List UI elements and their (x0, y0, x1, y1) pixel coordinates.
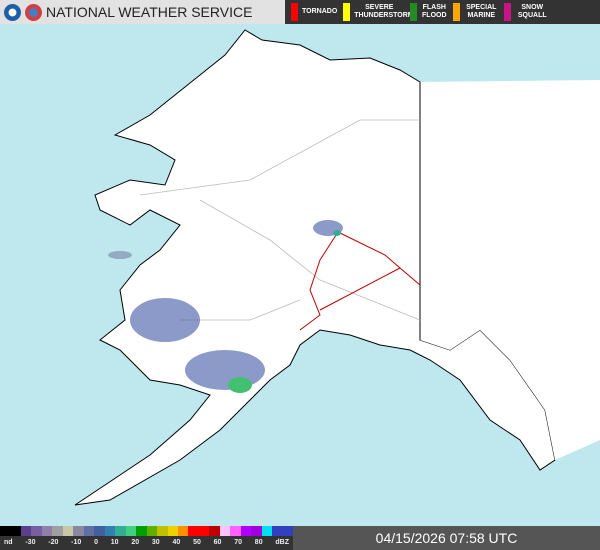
dbz-swatch (104, 526, 116, 536)
dbz-label: nd (4, 539, 13, 546)
warning-legend: TORNADO SEVERE THUNDERSTORM FLASH FLOOD … (285, 0, 600, 24)
dbz-label: 30 (151, 539, 160, 546)
dbz-label: dBZ (275, 539, 289, 546)
dbz-label: -10 (71, 539, 82, 546)
dbz-labels: nd -30 -20 -10 0 10 20 30 40 50 60 70 80 dBZ (0, 536, 293, 546)
dbz-swatch (157, 526, 168, 536)
region-boundaries (139, 119, 421, 321)
noaa-logo-icon (4, 3, 21, 21)
dbz-swatch (0, 526, 11, 536)
dbz-swatch (136, 526, 147, 536)
header-title: NATIONAL WEATHER SERVICE (46, 4, 253, 20)
warning-tornado: TORNADO (291, 3, 337, 21)
dbz-swatch (251, 526, 262, 536)
warning-severe-thunderstorm: SEVERE THUNDERSTORM (343, 3, 414, 21)
dbz-label: 70 (234, 539, 243, 546)
canada-landmass (420, 80, 600, 460)
dbz-swatch (41, 526, 53, 536)
dbz-swatch (219, 526, 231, 536)
dbz-swatch (73, 526, 84, 536)
dbz-label: 20 (131, 539, 140, 546)
dbz-label: 80 (254, 539, 263, 546)
dbz-swatch (83, 526, 95, 536)
dbz-swatch (10, 526, 21, 536)
dbz-label: 50 (193, 539, 201, 546)
nws-header: NATIONAL WEATHER SERVICE (0, 0, 285, 24)
dbz-color-strip (0, 526, 294, 536)
dbz-swatch (261, 526, 273, 536)
dbz-swatch (94, 526, 105, 536)
dbz-swatch (146, 526, 158, 536)
dbz-label: -30 (25, 539, 36, 546)
dbz-swatch (115, 526, 126, 536)
alaska-landmass (74, 29, 556, 506)
dbz-label: -20 (48, 539, 59, 546)
dbz-swatch (282, 526, 294, 536)
dbz-swatch (177, 526, 189, 536)
warning-special-marine: SPECIAL MARINE (453, 3, 498, 21)
dbz-swatch (52, 526, 63, 536)
nws-logo-icon (25, 3, 42, 21)
dbz-swatch (188, 526, 199, 536)
dbz-swatch (20, 526, 32, 536)
radar-echoes (108, 220, 343, 393)
dbz-label: 40 (172, 539, 181, 546)
dbz-swatch (31, 526, 42, 536)
dbz-label: 60 (213, 539, 222, 546)
warning-flash-flood: FLASH FLOOD (410, 3, 447, 21)
highways (299, 231, 421, 331)
dbz-legend: nd -30 -20 -10 0 10 20 30 40 50 60 70 80 dBZ (0, 526, 294, 550)
dbz-swatch (230, 526, 241, 536)
dbz-swatch (198, 526, 210, 536)
dbz-swatch (125, 526, 137, 536)
warning-snow-squall: SNOW SQUALL (504, 3, 549, 21)
dbz-label: 0 (94, 539, 98, 546)
dbz-swatch (272, 526, 283, 536)
dbz-swatch (240, 526, 252, 536)
timestamp: 04/15/2026 07:58 UTC (293, 526, 600, 550)
dbz-swatch (167, 526, 178, 536)
dbz-swatch (209, 526, 220, 536)
dbz-swatch (62, 526, 74, 536)
dbz-label: 10 (110, 539, 119, 546)
